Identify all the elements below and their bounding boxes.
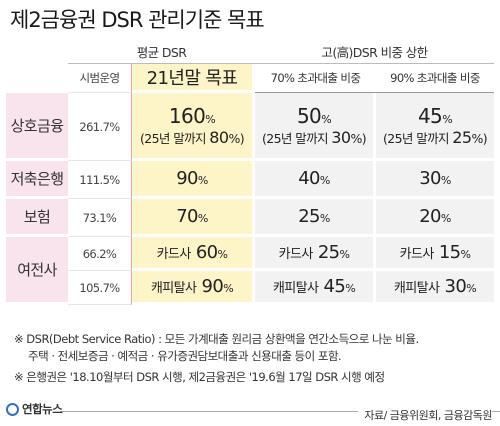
- source-credit: 자료/ 금융위원회, 금융감독원: [358, 407, 492, 423]
- target-card: 카드사 60%: [132, 237, 255, 271]
- over70-mutual: 50% (25년 말까지 30%): [255, 93, 376, 161]
- target-header: 21년말 목표: [132, 64, 255, 93]
- over70-savings: 40%: [255, 161, 376, 199]
- footer-divider: [60, 411, 500, 412]
- pilot-savings: 111.5%: [68, 161, 132, 199]
- over90-capital: 캐피탈사 30%: [376, 271, 494, 305]
- yonhap-logo-icon: [6, 402, 19, 416]
- footnote-schedule: ※ 은행권은 '18.10월부터 DSR 시행, 제2금융권은 '19.6월 1…: [14, 370, 385, 384]
- footer: 연합뉴스 자료/ 금융위원회, 금융감독원: [0, 396, 500, 426]
- dsr-table: 평균 DSR 고(高)DSR 비중 상한 시범운영 21년말 목표 70% 초과…: [6, 40, 494, 305]
- pilot-capital: 105.7%: [68, 271, 132, 305]
- avg-dsr-header: 평균 DSR: [68, 40, 255, 64]
- footnotes: ※ DSR(Debt Service Ratio) : 모든 가계대출 원리금 …: [14, 331, 494, 386]
- over90-savings: 30%: [376, 161, 494, 199]
- over70-capital: 캐피탈사 45%: [255, 271, 376, 305]
- chart-title: 제2금융권 DSR 관리기준 목표: [10, 8, 265, 32]
- pilot-insurance: 73.1%: [68, 199, 132, 237]
- category-mutual: 상호금융: [6, 93, 68, 161]
- row-savings: 저축은행 111.5% 90% 40% 30%: [6, 161, 494, 199]
- pilot-card: 66.2%: [68, 237, 132, 271]
- target-capital: 캐피탈사 90%: [132, 271, 255, 305]
- over90-insurance: 20%: [376, 199, 494, 237]
- target-savings: 90%: [132, 161, 255, 199]
- over70-header: 70% 초과대출 비중: [255, 64, 376, 93]
- target-mutual: 160% (25년 말까지 80%): [132, 93, 255, 161]
- over90-mutual: 45% (25년 말까지 25%): [376, 93, 494, 161]
- target-insurance: 70%: [132, 199, 255, 237]
- yonhap-logo: 연합뉴스: [6, 401, 63, 417]
- category-credit: 여전사: [6, 237, 68, 305]
- row-insurance: 보험 73.1% 70% 25% 20%: [6, 199, 494, 237]
- over90-card: 카드사 15%: [376, 237, 494, 271]
- pilot-mutual: 261.7%: [68, 93, 132, 161]
- over90-header: 90% 초과대출 비중: [376, 64, 494, 93]
- high-dsr-header: 고(高)DSR 비중 상한: [255, 40, 494, 64]
- over70-insurance: 25%: [255, 199, 376, 237]
- yonhap-logo-text: 연합뉴스: [22, 402, 63, 416]
- category-insurance: 보험: [6, 199, 68, 237]
- pilot-header: 시범운영: [68, 64, 132, 93]
- footnote-dsr-definition: ※ DSR(Debt Service Ratio) : 모든 가계대출 원리금 …: [14, 332, 419, 346]
- category-savings: 저축은행: [6, 161, 68, 199]
- row-capital: 105.7% 캐피탈사 90% 캐피탈사 45% 캐피탈사 30%: [6, 271, 494, 305]
- over70-card: 카드사 25%: [255, 237, 376, 271]
- row-mutual: 상호금융 261.7% 160% (25년 말까지 80%) 50% (25년 …: [6, 93, 494, 161]
- row-card: 여전사 66.2% 카드사 60% 카드사 25% 카드사 15%: [6, 237, 494, 305]
- footnote-dsr-scope: 주택 · 전세보증금 · 예적금 · 유가증권담보대출과 신용대출 등이 포함.: [28, 349, 342, 363]
